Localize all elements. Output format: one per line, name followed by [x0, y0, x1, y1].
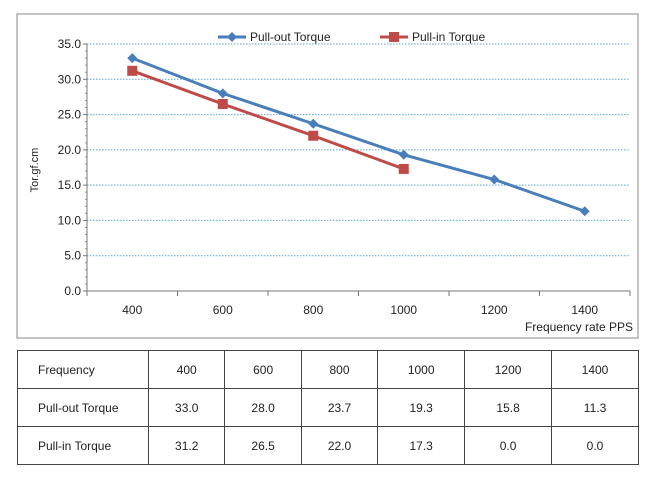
x-tick-label: 800: [303, 303, 323, 317]
table-cell: 1200: [464, 350, 553, 389]
y-tick-label: 10.0: [58, 213, 82, 227]
legend-marker: [227, 32, 237, 42]
y-tick-label: 25.0: [58, 108, 82, 122]
legend-label: Pull-in Torque: [412, 30, 485, 44]
data-point: [217, 98, 228, 109]
data-point: [489, 174, 500, 185]
series-line: [131, 56, 586, 213]
y-tick-label: 15.0: [58, 178, 82, 192]
table-cell: 400: [147, 350, 226, 389]
table-row: Frequency 400 600 800 1000 1200 1400: [17, 350, 639, 389]
table-cell: 22.0: [300, 426, 379, 465]
chart-frame: [16, 13, 639, 339]
legend-marker: [389, 32, 399, 42]
y-tick-label: 30.0: [58, 72, 82, 86]
data-point: [127, 53, 138, 64]
series-line: [131, 69, 405, 171]
x-axis-label: Frequency rate PPS: [525, 320, 633, 334]
y-tick-label: 0.0: [64, 284, 81, 298]
y-tick-label: 20.0: [58, 143, 82, 157]
x-tick-label: 1200: [481, 303, 508, 317]
data-point: [398, 149, 409, 160]
y-tick-label: 5.0: [64, 249, 81, 263]
data-point: [217, 88, 228, 99]
data-point: [308, 130, 319, 141]
table-cell: 15.8: [464, 388, 553, 427]
table-row: Pull-in Torque 31.2 26.5 22.0 17.3 0.0 0.0: [17, 426, 639, 465]
x-tick-label: 400: [122, 303, 142, 317]
table-cell: 1400: [551, 350, 639, 389]
table-cell: 23.7: [300, 388, 379, 427]
x-tick-label: 1400: [571, 303, 598, 317]
table-row: Pull-out Torque 33.0 28.0 23.7 19.3 15.8 11.3: [17, 388, 639, 427]
y-axis-label: Tor.gf.cm: [29, 148, 41, 193]
table-cell: 800: [300, 350, 379, 389]
table-cell: 19.3: [377, 388, 466, 427]
x-tick-label: 600: [213, 303, 233, 317]
data-point: [308, 118, 319, 129]
data-point: [579, 206, 590, 217]
torque-table: Frequency 400 600 800 1000 1200 1400 Pull-out T…: [17, 350, 639, 465]
table-cell: 11.3: [551, 388, 639, 427]
table-cell: 0.0: [551, 426, 639, 465]
torque-chart: 0.0 5.0 10.0 15.0 20.0 25.0 30.0 35.0 400 600 800 1…: [16, 13, 639, 339]
table-cell: 26.5: [224, 426, 302, 465]
legend-label: Pull-out Torque: [250, 30, 331, 44]
x-tick-label: 1000: [390, 303, 417, 317]
y-tick-label: 35.0: [58, 37, 82, 51]
table-cell: 1000: [377, 350, 466, 389]
table-cell: 33.0: [147, 388, 226, 427]
table-cell: Frequency: [17, 350, 149, 389]
data-point: [398, 163, 409, 174]
table-cell: 600: [224, 350, 302, 389]
table-cell: Pull-in Torque: [17, 426, 149, 465]
table-cell: Pull-out Torque: [17, 388, 149, 427]
data-point: [127, 65, 138, 76]
table-cell: 17.3: [377, 426, 466, 465]
table-cell: 0.0: [464, 426, 553, 465]
table-cell: 31.2: [147, 426, 226, 465]
table-cell: 28.0: [224, 388, 302, 427]
